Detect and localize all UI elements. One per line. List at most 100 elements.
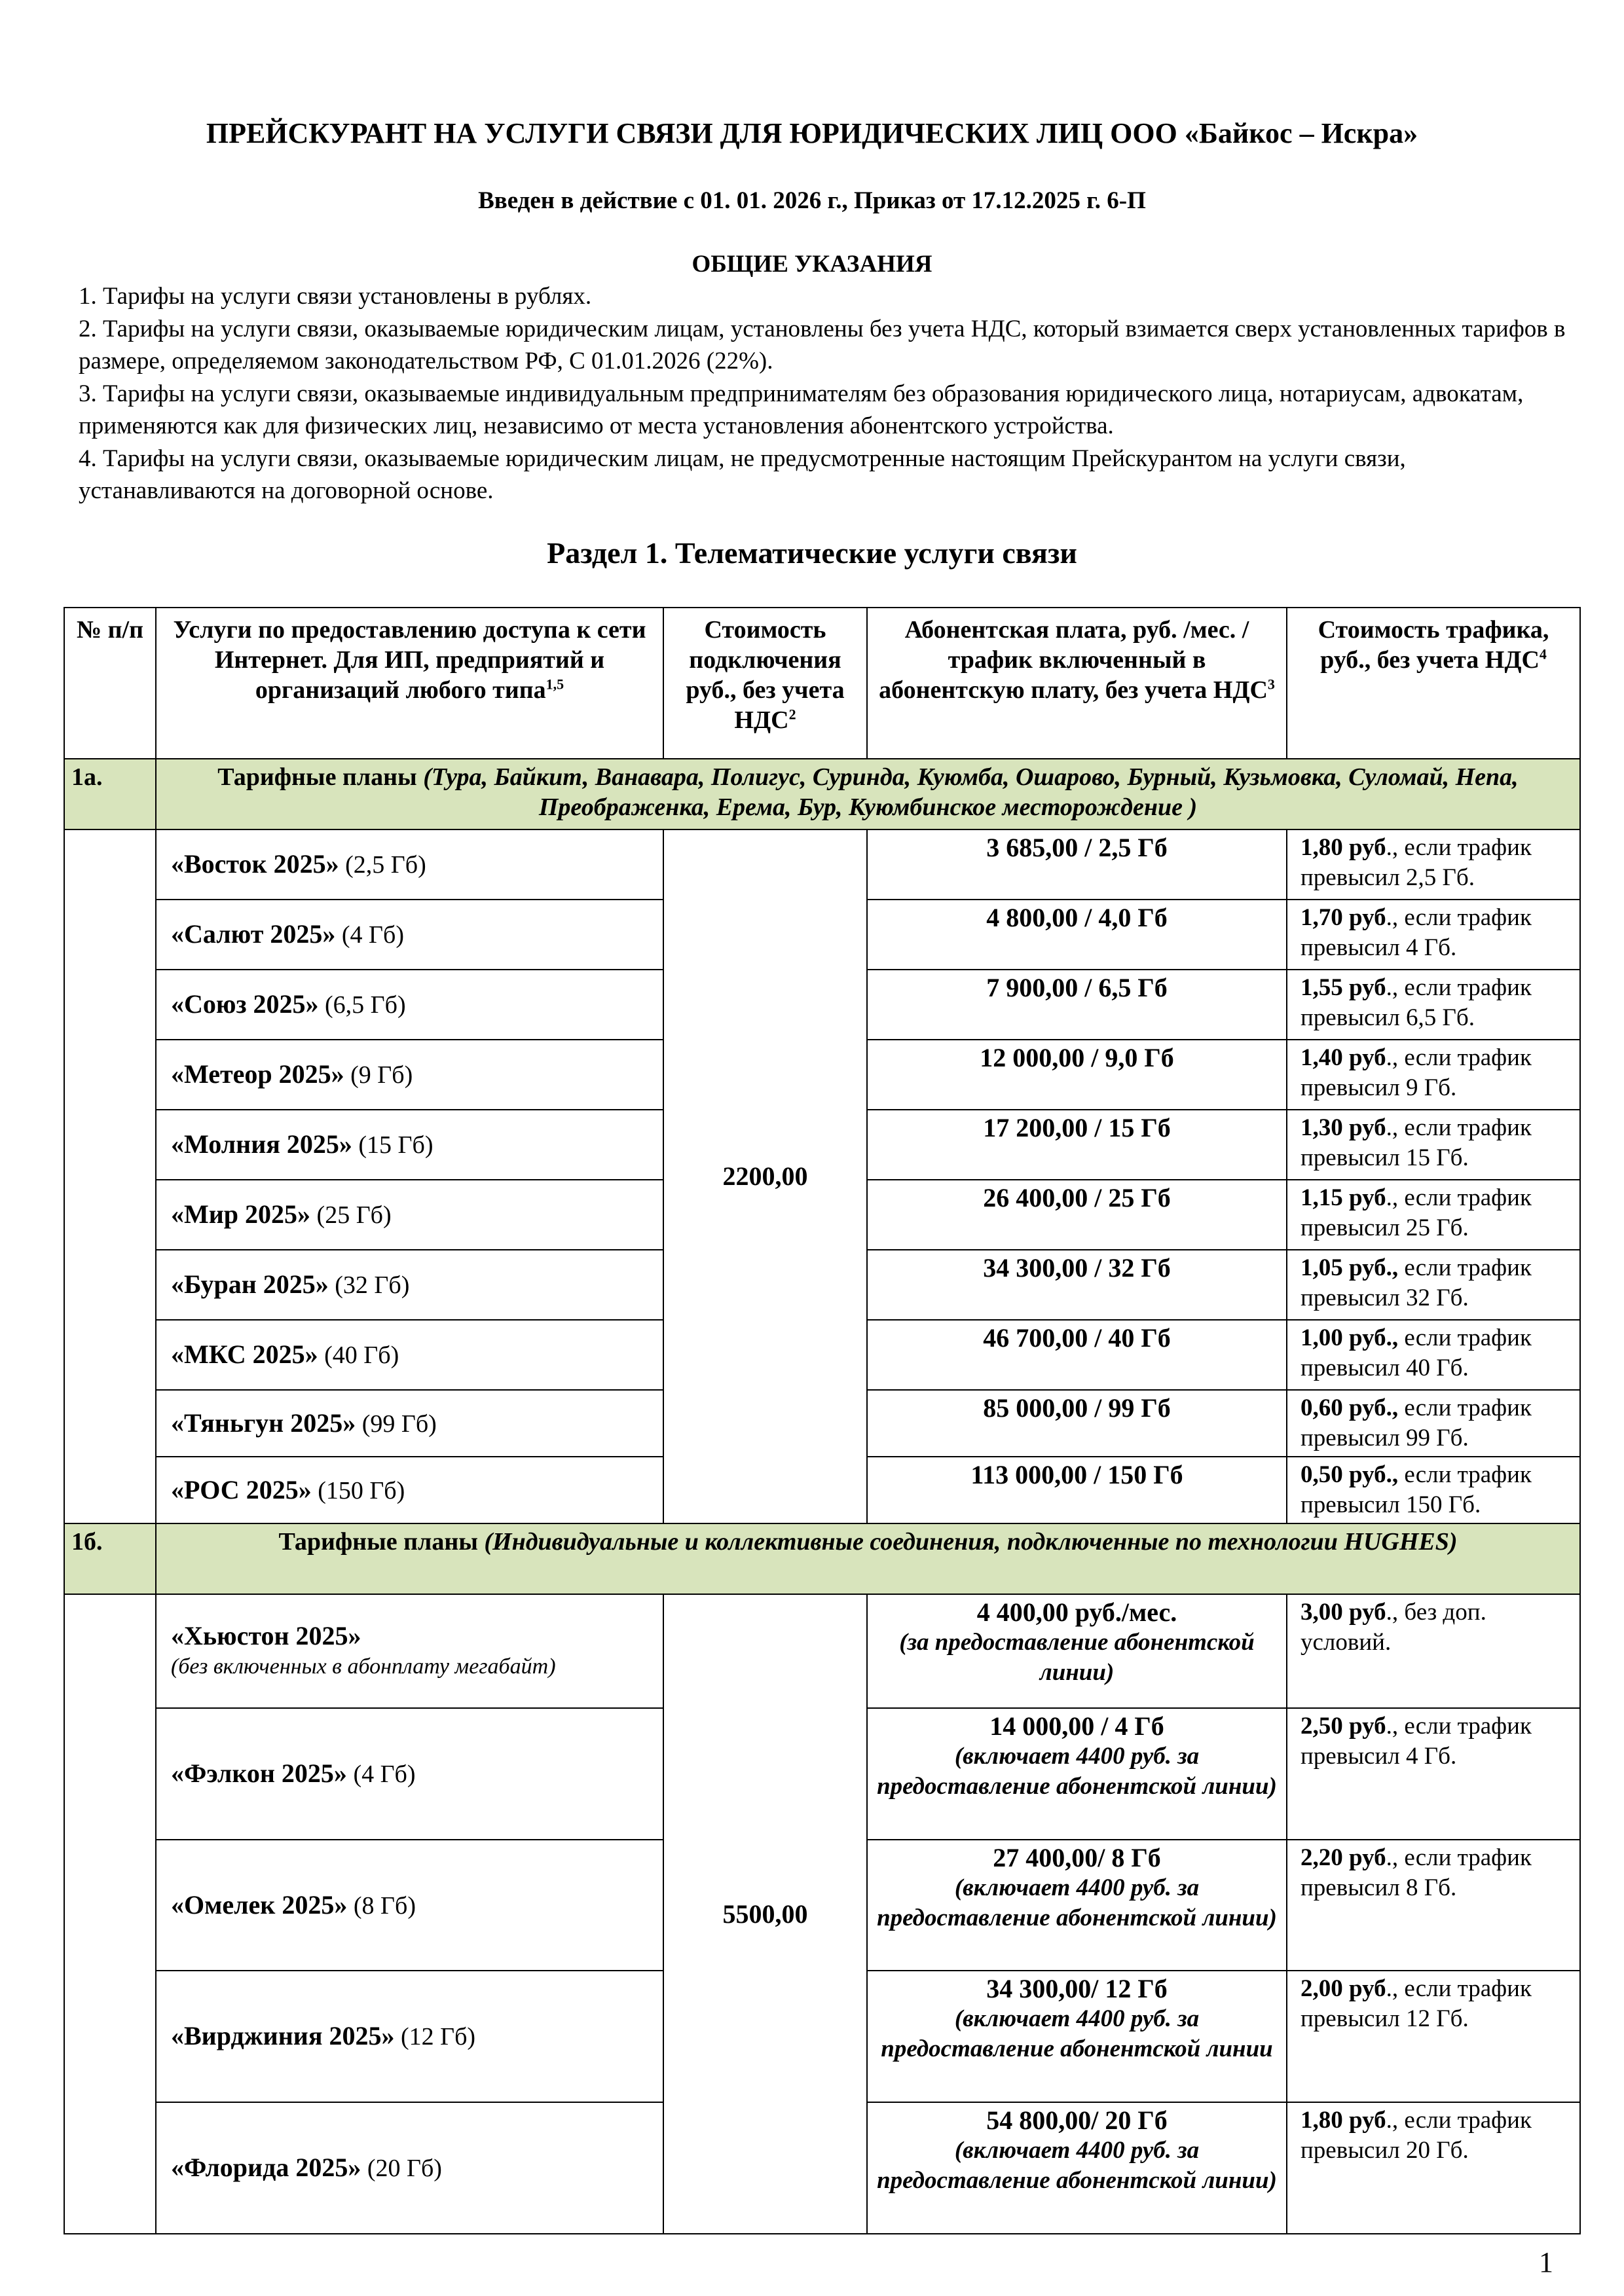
document-subtitle: Введен в действие с 01. 01. 2026 г., При… xyxy=(478,187,1146,214)
monthly-fee: 46 700,00 / 40 Гб xyxy=(983,1323,1171,1353)
group-label-locations: (Тура, Байкит, Ванавара, Полигус, Суринд… xyxy=(423,763,1519,821)
group-header-row: 1б. Тарифные планы (Индивидуальные и колл… xyxy=(64,1523,1581,1595)
monthly-fee-cell: 7 900,00 / 6,5 Гб xyxy=(866,969,1287,1040)
group-label-text: Тарифные планы xyxy=(217,763,424,791)
price-table: № п/п Услуги по предоставлению доступа к … xyxy=(64,607,1581,2234)
plan-name: «Флорида 2025» xyxy=(171,2153,361,2182)
monthly-fee: 113 000,00 / 150 Гб xyxy=(970,1460,1183,1489)
plan-name: «Тяньгун 2025» xyxy=(171,1408,356,1438)
traffic-cost-cell: 1,55 руб., если трафик превысил 6,5 Гб. xyxy=(1286,969,1581,1040)
plan-name: «Вирджиния 2025» xyxy=(171,2021,395,2050)
monthly-fee: 3 685,00 / 2,5 Гб xyxy=(986,833,1168,862)
plan-volume: (2,5 Гб) xyxy=(339,851,426,879)
table-row: «Салют 2025» (4 Гб) 4 800,00 / 4,0 Гб 1,70… xyxy=(64,899,1581,970)
traffic-price: 1,15 руб xyxy=(1301,1184,1386,1211)
traffic-price: 1,40 руб xyxy=(1301,1044,1386,1071)
plan-name-cell: «Фэлкон 2025» (4 Гб) xyxy=(155,1707,664,1840)
monthly-fee: 34 300,00 / 32 Гб xyxy=(983,1253,1171,1283)
plan-volume: (99 Гб) xyxy=(356,1410,437,1438)
plan-name-cell: «Восток 2025» (2,5 Гб) xyxy=(155,829,664,900)
traffic-condition: если трафик превысил 150 Гб. xyxy=(1301,1461,1532,1518)
column-header: Стоимость подключения руб., без учета НД… xyxy=(663,607,868,759)
monthly-fee-cell: 27 400,00/ 8 Гб (включает 4400 руб. за пр… xyxy=(866,1839,1287,1971)
traffic-condition: ., без доп. условий. xyxy=(1301,1599,1486,1656)
column-header-text: Абонентская плата, руб. /мес. /трафик вк… xyxy=(879,616,1268,704)
table-row: «Омелек 2025» (8 Гб) 27 400,00/ 8 Гб (вклю… xyxy=(64,1839,1581,1971)
traffic-price: 1,30 руб xyxy=(1301,1114,1386,1141)
group-header-row: 1а. Тарифные планы (Тура, Байкит, Ванавар… xyxy=(64,758,1581,830)
general-instructions: 1. Тарифы на услуги связи установлены в … xyxy=(79,280,1572,507)
traffic-price: 0,60 руб., xyxy=(1301,1394,1399,1421)
monthly-fee-cell: 4 800,00 / 4,0 Гб xyxy=(866,899,1287,970)
plan-name-cell: «Хьюстон 2025» (без включенных в абонплат… xyxy=(155,1594,664,1709)
traffic-condition: ., если трафик превысил 8 Гб. xyxy=(1301,1844,1532,1901)
footnote-ref: 4 xyxy=(1539,646,1547,663)
traffic-condition: ., если трафик превысил 4 Гб. xyxy=(1301,1713,1532,1770)
traffic-cost-cell: 1,80 руб., если трафик превысил 20 Гб. xyxy=(1286,2102,1581,2234)
table-row: «МКС 2025» (40 Гб) 46 700,00 / 40 Гб 1,00 … xyxy=(64,1319,1581,1391)
monthly-fee-note: (включает 4400 руб. за предоставление аб… xyxy=(877,1874,1277,1931)
monthly-fee-cell: 3 685,00 / 2,5 Гб xyxy=(866,829,1287,900)
group-label-text: Тарифные планы xyxy=(278,1528,485,1556)
monthly-fee-note: (включает 4400 руб. за предоставление аб… xyxy=(877,2137,1277,2194)
table-row: «Тяньгун 2025» (99 Гб) 85 000,00 / 99 Гб 0… xyxy=(64,1389,1581,1457)
plan-volume: (40 Гб) xyxy=(318,1341,399,1369)
traffic-price: 1,70 руб xyxy=(1301,904,1386,931)
plan-name: «Метеор 2025» xyxy=(171,1059,344,1089)
monthly-fee-cell: 34 300,00 / 32 Гб xyxy=(866,1249,1287,1321)
connection-cost: 2200,00 xyxy=(663,829,868,1524)
plan-name-cell: «Тяньгун 2025» (99 Гб) xyxy=(155,1389,664,1457)
group-label-locations: (Индивидуальные и коллективные соединени… xyxy=(484,1528,1458,1556)
plan-name-cell: «Омелек 2025» (8 Гб) xyxy=(155,1839,664,1971)
monthly-fee-cell: 12 000,00 / 9,0 Гб xyxy=(866,1039,1287,1110)
traffic-condition: ., если трафик превысил 2,5 Гб. xyxy=(1301,834,1532,891)
plan-name: «Хьюстон 2025» xyxy=(171,1620,361,1650)
plan-volume: (6,5 Гб) xyxy=(318,991,406,1019)
traffic-price: 0,50 руб., xyxy=(1301,1461,1399,1488)
traffic-cost-cell: 1,80 руб., если трафик превысил 2,5 Гб. xyxy=(1286,829,1581,900)
monthly-fee-cell: 113 000,00 / 150 Гб xyxy=(866,1456,1287,1524)
monthly-fee: 7 900,00 / 6,5 Гб xyxy=(986,973,1168,1002)
plan-volume: (4 Гб) xyxy=(335,921,404,949)
table-row: «Буран 2025» (32 Гб) 34 300,00 / 32 Гб 1,0… xyxy=(64,1249,1581,1321)
traffic-condition: если трафик превысил 99 Гб. xyxy=(1301,1394,1532,1451)
plan-note: (без включенных в абонплату мегабайт) xyxy=(171,1654,556,1679)
monthly-fee: 27 400,00/ 8 Гб xyxy=(993,1843,1161,1872)
row-number-cell xyxy=(64,829,157,1524)
instruction-item: 1. Тарифы на услуги связи установлены в … xyxy=(79,283,592,310)
plan-volume: (9 Гб) xyxy=(344,1061,413,1089)
traffic-cost-cell: 3,00 руб., без доп. условий. xyxy=(1286,1594,1581,1709)
table-row: «Восток 2025» (2,5 Гб) 2200,00 3 685,00 / … xyxy=(64,829,1581,1524)
traffic-cost-cell: 1,70 руб., если трафик превысил 4 Гб. xyxy=(1286,899,1581,970)
monthly-fee-note: (включает 4400 руб. за предоставление аб… xyxy=(881,2005,1273,2062)
table-row: «Мир 2025» (25 Гб) 26 400,00 / 25 Гб 1,15 … xyxy=(64,1179,1581,1250)
plan-name: «Омелек 2025» xyxy=(171,1889,348,1920)
monthly-fee: 12 000,00 / 9,0 Гб xyxy=(980,1043,1174,1072)
plan-volume: (150 Гб) xyxy=(311,1476,405,1504)
plan-volume: (20 Гб) xyxy=(361,2155,442,2182)
traffic-cost-cell: 1,00 руб., если трафик превысил 40 Гб. xyxy=(1286,1319,1581,1391)
traffic-condition: ., если трафик превысил 12 Гб. xyxy=(1301,1975,1532,2032)
column-header-text: Услуги по предоставлению доступа к сети … xyxy=(173,616,646,704)
traffic-price: 2,50 руб xyxy=(1301,1713,1386,1740)
plan-volume: (32 Гб) xyxy=(328,1271,410,1299)
plan-name: «Мир 2025» xyxy=(171,1199,311,1229)
column-header: Абонентская плата, руб. /мес. /трафик вк… xyxy=(866,607,1287,759)
plan-volume: (25 Гб) xyxy=(310,1201,392,1229)
monthly-fee-cell: 14 000,00 / 4 Гб (включает 4400 руб. за п… xyxy=(866,1707,1287,1840)
plan-name-cell: «РОС 2025» (150 Гб) xyxy=(155,1456,664,1524)
traffic-cost-cell: 0,60 руб., если трафик превысил 99 Гб. xyxy=(1286,1389,1581,1457)
traffic-price: 1,00 руб., xyxy=(1301,1324,1399,1351)
traffic-cost-cell: 1,05 руб., если трафик превысил 32 Гб. xyxy=(1286,1249,1581,1321)
monthly-fee-cell: 46 700,00 / 40 Гб xyxy=(866,1319,1287,1391)
plan-volume: (8 Гб) xyxy=(347,1891,416,1920)
traffic-condition: ., если трафик превысил 20 Гб. xyxy=(1301,2107,1532,2164)
section-title: Раздел 1. Телематические услуги связи xyxy=(547,536,1077,570)
footnote-ref: 2 xyxy=(788,706,796,723)
plan-name: «Молния 2025» xyxy=(171,1129,352,1159)
plan-name-cell: «Союз 2025» (6,5 Гб) xyxy=(155,969,664,1040)
plan-volume: (4 Гб) xyxy=(346,1760,416,1788)
traffic-condition: ., если трафик превысил 4 Гб. xyxy=(1301,904,1532,961)
table-row: «Метеор 2025» (9 Гб) 12 000,00 / 9,0 Гб 1,… xyxy=(64,1039,1581,1110)
page-number: 1 xyxy=(1539,2246,1553,2278)
